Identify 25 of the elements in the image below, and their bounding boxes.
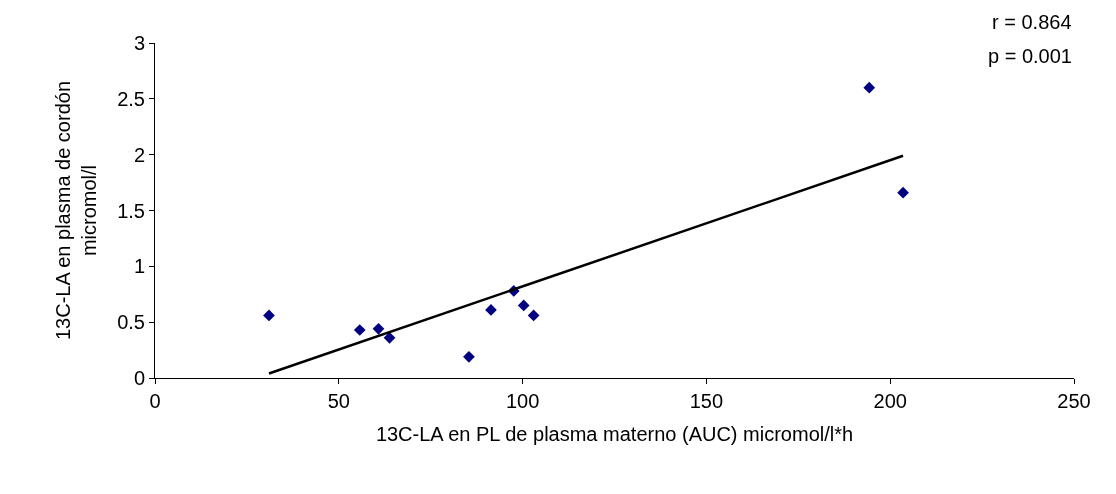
y-tick-label: 0.5 — [117, 311, 145, 334]
x-axis-title: 13C-LA en PL de plasma materno (AUC) micromol/l*h — [375, 422, 854, 445]
y-tick-label: 1.5 — [117, 199, 145, 222]
x-tick-label: 50 — [327, 390, 350, 412]
y-tick-label: 2.5 — [117, 87, 145, 110]
y-axis-title: 13C-LA en plasma de cordón micromol/l — [51, 80, 100, 341]
point — [263, 309, 275, 322]
x-tick-label: 0 — [149, 390, 161, 412]
point — [372, 323, 385, 335]
x-tick-label: 200 — [873, 390, 907, 412]
y-tick-label: 3 — [133, 32, 145, 54]
x-tick-label: 250 — [1057, 390, 1091, 412]
text: r = 0.864 — [992, 11, 1072, 33]
annotation: p = 0.001 — [988, 45, 1072, 67]
point — [517, 299, 530, 312]
point — [463, 350, 475, 363]
x-tick-label: 100 — [505, 390, 540, 412]
y-tick-label: 2 — [133, 143, 145, 166]
point — [527, 309, 540, 322]
x-tick-label: 150 — [689, 390, 724, 412]
y-tick-label: 1 — [133, 255, 145, 278]
point — [897, 186, 909, 199]
point — [863, 81, 876, 94]
point — [353, 324, 366, 336]
y-tick-label: 0 — [133, 367, 145, 389]
